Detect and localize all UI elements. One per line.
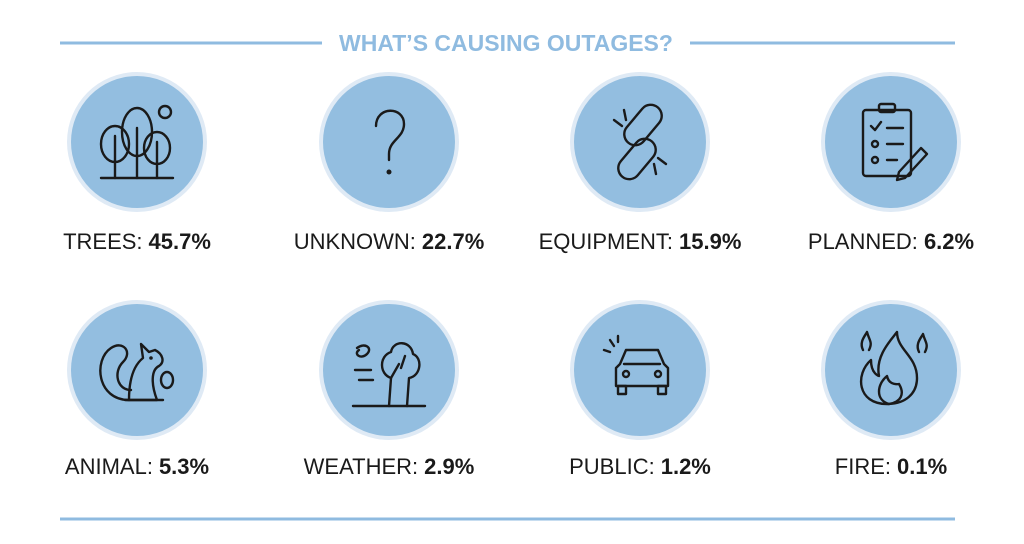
icon-part: [877, 102, 897, 114]
icon-part: [877, 374, 903, 406]
cause-name: ANIMAL:: [65, 454, 153, 479]
cause-label: FIRE: 0.1%: [835, 454, 947, 479]
icon-part: [895, 146, 929, 182]
cause-share: 15.9%: [679, 229, 741, 254]
cause-share: 22.7%: [422, 229, 484, 254]
icon-part: [99, 344, 133, 402]
icon-part: [859, 330, 919, 406]
icon: [602, 334, 670, 396]
icon-part: [389, 354, 407, 380]
title: WHAT’S CAUSING OUTAGES?: [339, 30, 673, 56]
cause-label: TREES: 45.7%: [63, 229, 211, 254]
cause-name: TREES:: [63, 229, 142, 254]
cause-label: UNKNOWN: 22.7%: [294, 229, 485, 254]
icon-part: [916, 332, 928, 354]
cause-label: PLANNED: 6.2%: [808, 229, 974, 254]
icon: [861, 102, 929, 182]
icon-part: [614, 348, 670, 388]
cause-card: FIRE: 0.1%: [821, 300, 961, 479]
icon: [99, 342, 175, 402]
cause-name: FIRE:: [835, 454, 891, 479]
cause-share: 0.1%: [897, 454, 947, 479]
icon-part: [149, 356, 153, 360]
icon-circle: [825, 76, 957, 208]
icon-part: [656, 156, 668, 166]
icon-circle: [323, 304, 455, 436]
icon-part: [353, 368, 375, 382]
icon-part: [861, 108, 913, 178]
cause-label: PUBLIC: 1.2%: [569, 454, 711, 479]
icon-part: [653, 369, 663, 379]
cause-label: ANIMAL: 5.3%: [65, 454, 209, 479]
icon-circle: [71, 304, 203, 436]
icon: [612, 103, 668, 181]
icon-part: [617, 137, 657, 181]
cause-share: 2.9%: [424, 454, 474, 479]
icon: [351, 342, 427, 408]
icon-part: [870, 155, 880, 165]
icon: [859, 330, 928, 406]
icon: [99, 104, 175, 180]
cause-name: PLANNED:: [808, 229, 918, 254]
icon-part: [355, 344, 371, 358]
icon-part: [870, 139, 880, 149]
icon-part: [374, 109, 406, 162]
cause-label: EQUIPMENT: 15.9%: [539, 229, 742, 254]
cause-card: TREES: 45.7%: [63, 72, 211, 254]
icon-circle: [825, 304, 957, 436]
cause-card: PLANNED: 6.2%: [808, 72, 974, 254]
icon-part: [612, 118, 624, 128]
icon-part: [616, 384, 628, 396]
cells: TREES: 45.7% UNKNOWN: 22.7% EQUIPMENT: 15.9…: [63, 72, 974, 479]
icon-circle: [574, 76, 706, 208]
icon-part: [869, 120, 883, 132]
icon-part: [652, 162, 658, 176]
icon-part: [157, 104, 173, 120]
icon-circle: [323, 76, 455, 208]
cause-share: 6.2%: [924, 229, 974, 254]
cause-card: UNKNOWN: 22.7%: [294, 72, 485, 254]
cause-card: ANIMAL: 5.3%: [65, 300, 209, 479]
icon-part: [623, 103, 663, 147]
cause-share: 1.2%: [661, 454, 711, 479]
cause-share: 5.3%: [159, 454, 209, 479]
icon-circle: [574, 304, 706, 436]
icon-part: [656, 384, 668, 396]
cause-card: EQUIPMENT: 15.9%: [539, 72, 742, 254]
icon-part: [860, 330, 872, 352]
cause-share: 45.7%: [149, 229, 211, 254]
icon-part: [127, 342, 164, 402]
cause-name: PUBLIC:: [569, 454, 655, 479]
icon-part: [622, 108, 628, 122]
cause-card: PUBLIC: 1.2%: [569, 300, 711, 479]
icon: [374, 109, 406, 175]
icon-part: [380, 342, 421, 408]
cause-name: UNKNOWN:: [294, 229, 416, 254]
cause-name: WEATHER:: [304, 454, 418, 479]
cause-name: EQUIPMENT:: [539, 229, 673, 254]
cause-label: WEATHER: 2.9%: [304, 454, 475, 479]
cause-card: WEATHER: 2.9%: [304, 300, 475, 479]
icon-part: [386, 169, 392, 175]
icon-part: [602, 334, 620, 354]
icon-part: [159, 370, 175, 390]
icon-part: [621, 369, 631, 379]
